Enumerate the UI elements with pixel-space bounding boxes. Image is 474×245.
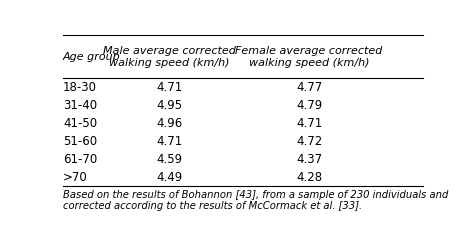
Text: 4.77: 4.77: [296, 81, 322, 94]
Text: >70: >70: [63, 171, 88, 184]
Text: 4.37: 4.37: [296, 153, 322, 166]
Text: 4.71: 4.71: [296, 117, 322, 130]
Text: 4.49: 4.49: [156, 171, 182, 184]
Text: 4.28: 4.28: [296, 171, 322, 184]
Text: 4.96: 4.96: [156, 117, 182, 130]
Text: 18-30: 18-30: [63, 81, 97, 94]
Text: Female average corrected
walking speed (km/h): Female average corrected walking speed (…: [236, 46, 383, 68]
Text: 61-70: 61-70: [63, 153, 97, 166]
Text: 31-40: 31-40: [63, 99, 97, 112]
Text: 4.71: 4.71: [156, 135, 182, 148]
Text: 4.72: 4.72: [296, 135, 322, 148]
Text: 4.71: 4.71: [156, 81, 182, 94]
Text: 4.79: 4.79: [296, 99, 322, 112]
Text: Male average corrected
walking speed (km/h): Male average corrected walking speed (km…: [103, 46, 236, 68]
Text: 4.95: 4.95: [156, 99, 182, 112]
Text: Age group: Age group: [63, 52, 121, 62]
Text: 51-60: 51-60: [63, 135, 97, 148]
Text: Based on the results of Bohannon [43], from a sample of 230 individuals and
corr: Based on the results of Bohannon [43], f…: [63, 190, 448, 211]
Text: 41-50: 41-50: [63, 117, 97, 130]
Text: 4.59: 4.59: [156, 153, 182, 166]
